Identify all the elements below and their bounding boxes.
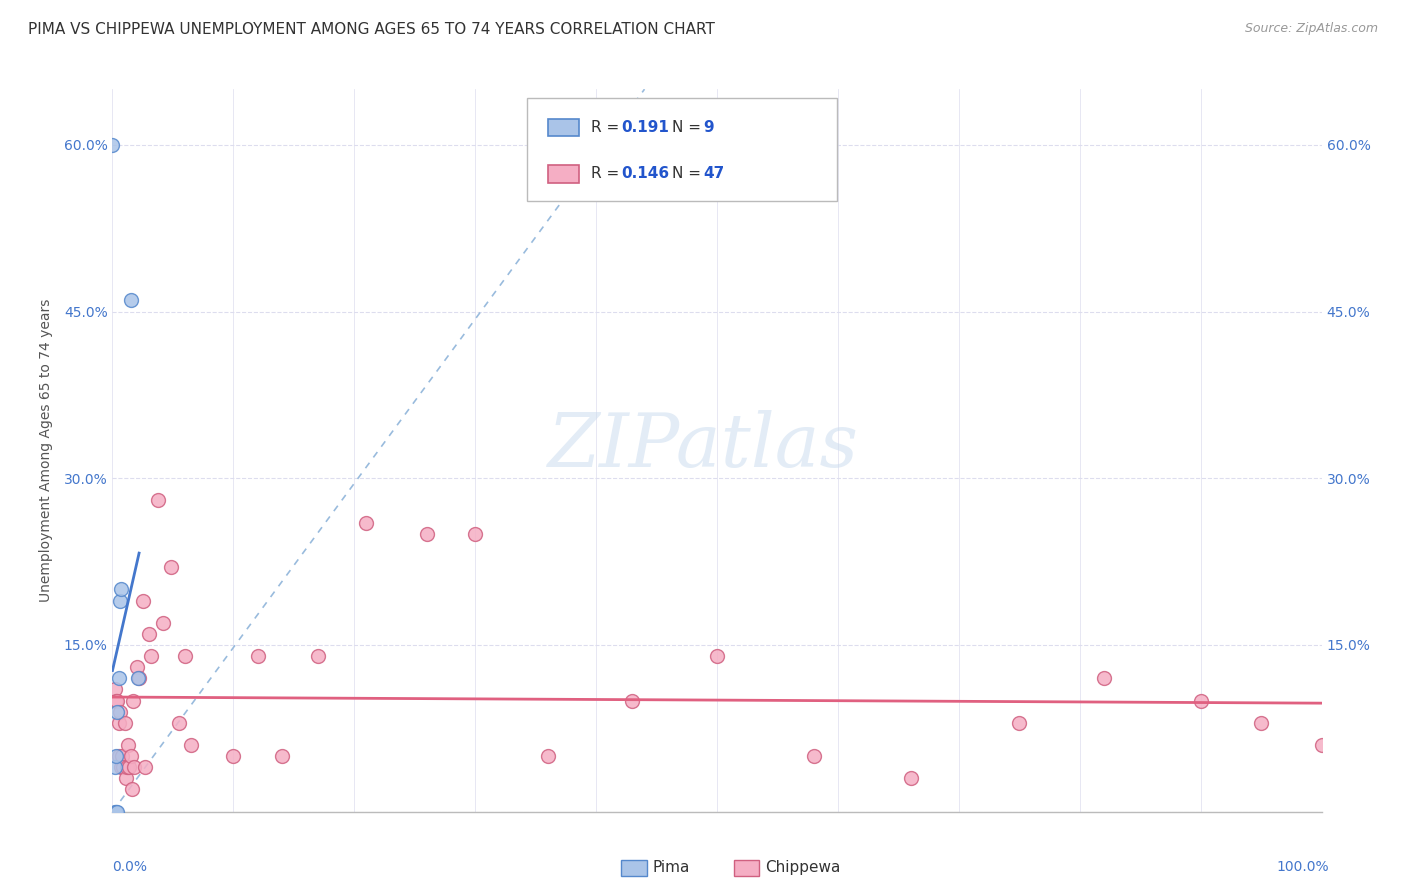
Point bbox=[122, 693, 145, 707]
Text: Chippewa: Chippewa bbox=[765, 860, 841, 874]
Text: 9: 9 bbox=[703, 120, 714, 135]
Point bbox=[1250, 715, 1272, 730]
Point bbox=[537, 749, 560, 764]
Point bbox=[114, 715, 136, 730]
Point bbox=[138, 627, 160, 641]
Text: Pima: Pima bbox=[652, 860, 690, 874]
Text: 0.0%: 0.0% bbox=[112, 860, 148, 874]
Point bbox=[416, 526, 439, 541]
Point bbox=[141, 649, 163, 664]
Point bbox=[101, 137, 124, 152]
Point bbox=[105, 693, 128, 707]
Point bbox=[246, 649, 269, 664]
Point bbox=[900, 772, 922, 786]
Point bbox=[128, 671, 150, 685]
Point bbox=[110, 582, 132, 597]
Point bbox=[114, 772, 136, 786]
Point bbox=[127, 671, 149, 685]
Point bbox=[706, 649, 728, 664]
Point bbox=[112, 760, 135, 774]
Point bbox=[167, 715, 190, 730]
Text: R =: R = bbox=[591, 120, 624, 135]
Text: 0.191: 0.191 bbox=[621, 120, 669, 135]
Text: N =: N = bbox=[672, 167, 706, 181]
Point bbox=[621, 693, 644, 707]
Point bbox=[1092, 671, 1115, 685]
Point bbox=[107, 671, 129, 685]
Point bbox=[107, 749, 129, 764]
Text: 0.146: 0.146 bbox=[621, 167, 669, 181]
Point bbox=[464, 526, 486, 541]
Point bbox=[122, 760, 145, 774]
Text: Source: ZipAtlas.com: Source: ZipAtlas.com bbox=[1244, 22, 1378, 36]
Point bbox=[803, 749, 825, 764]
Point bbox=[120, 749, 142, 764]
Point bbox=[125, 660, 148, 674]
Point bbox=[307, 649, 329, 664]
Text: PIMA VS CHIPPEWA UNEMPLOYMENT AMONG AGES 65 TO 74 YEARS CORRELATION CHART: PIMA VS CHIPPEWA UNEMPLOYMENT AMONG AGES… bbox=[28, 22, 716, 37]
Point bbox=[356, 516, 378, 530]
Point bbox=[105, 693, 128, 707]
Text: N =: N = bbox=[672, 120, 706, 135]
Point bbox=[148, 493, 170, 508]
Point bbox=[107, 715, 129, 730]
Point bbox=[104, 805, 127, 819]
Point bbox=[104, 760, 127, 774]
Y-axis label: Unemployment Among Ages 65 to 74 years: Unemployment Among Ages 65 to 74 years bbox=[38, 299, 52, 602]
Text: 100.0%: 100.0% bbox=[1277, 860, 1329, 874]
Point bbox=[152, 615, 174, 630]
Point bbox=[134, 760, 156, 774]
Text: R =: R = bbox=[591, 167, 624, 181]
Point bbox=[121, 782, 143, 797]
Point bbox=[222, 749, 245, 764]
Point bbox=[120, 293, 142, 308]
Point bbox=[174, 649, 197, 664]
Point bbox=[110, 760, 132, 774]
Text: ZIPatlas: ZIPatlas bbox=[547, 409, 859, 483]
Point bbox=[105, 805, 128, 819]
Point bbox=[1310, 738, 1333, 752]
Point bbox=[105, 805, 128, 819]
Point bbox=[117, 738, 139, 752]
Point bbox=[180, 738, 202, 752]
Point bbox=[159, 560, 181, 574]
Point bbox=[108, 705, 131, 719]
Point bbox=[1189, 693, 1212, 707]
Point bbox=[105, 705, 128, 719]
Point bbox=[108, 593, 131, 607]
Point bbox=[104, 682, 127, 697]
Point bbox=[118, 760, 141, 774]
Point bbox=[132, 593, 155, 607]
Point bbox=[270, 749, 292, 764]
Point bbox=[115, 760, 138, 774]
Point bbox=[1008, 715, 1031, 730]
Text: 47: 47 bbox=[703, 167, 724, 181]
Point bbox=[105, 749, 128, 764]
Point bbox=[111, 749, 134, 764]
